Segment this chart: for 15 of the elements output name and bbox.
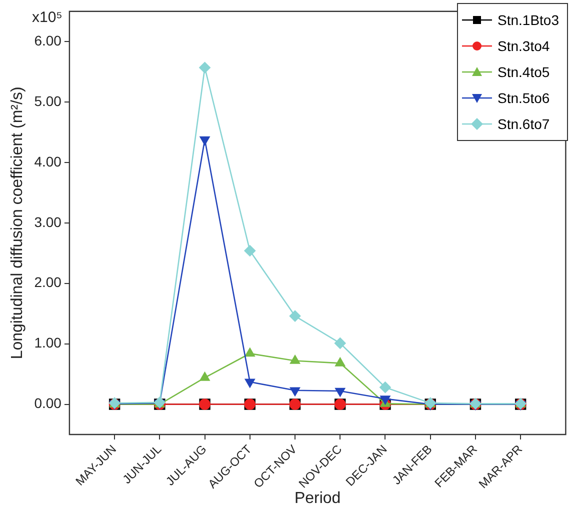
y-tick-label: 3.00 [34,214,62,230]
y-tick-label: 4.00 [34,153,62,170]
y-tick-label: 2.00 [34,274,62,290]
y-tick-label: 1.00 [34,334,62,351]
y-tick-label: 5.00 [34,92,62,109]
y-tick-label: 6.00 [34,32,62,48]
y-tick-label: 0.00 [34,395,62,412]
x-axis-title: Period [294,490,341,507]
legend-label: Stn.4to5 [498,64,550,80]
legend-label: Stn.6to7 [498,116,550,132]
y-axis-title: Longitudinal diffusion coefficient (m²/s) [9,86,26,360]
legend-label: Stn.3to4 [498,38,550,54]
legend-label: Stn.1Bto3 [498,12,559,28]
text: x10⁵ [32,9,62,26]
legend-label: Stn.5to6 [498,90,550,106]
